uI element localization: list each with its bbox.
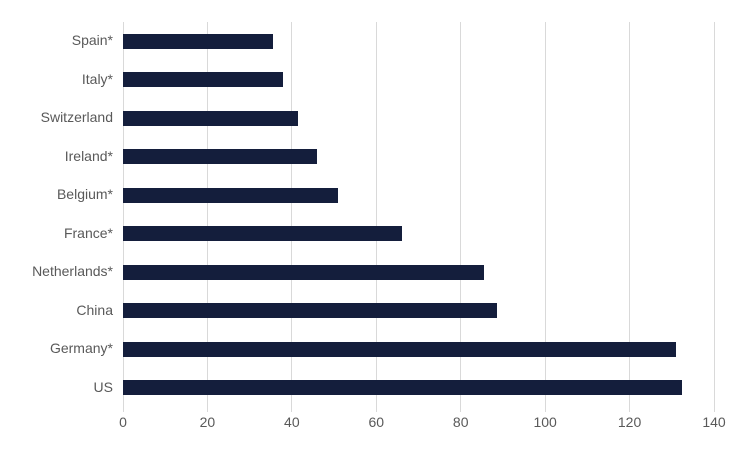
category-label: Netherlands* bbox=[32, 263, 113, 280]
bar-belgium bbox=[123, 187, 339, 203]
category-label: Italy* bbox=[81, 70, 113, 87]
x-tick-label: 40 bbox=[284, 414, 300, 430]
bar-netherlands bbox=[123, 264, 484, 280]
gridline bbox=[460, 22, 462, 412]
plot-area bbox=[122, 22, 715, 412]
gridline bbox=[291, 22, 293, 412]
x-tick-label: 120 bbox=[617, 414, 642, 430]
gridline bbox=[713, 22, 715, 412]
bar-france bbox=[123, 226, 402, 242]
category-label: Ireland* bbox=[64, 147, 113, 164]
category-label: Switzerland bbox=[40, 109, 113, 126]
gridline bbox=[544, 22, 546, 412]
bar-switzerland bbox=[123, 110, 299, 126]
x-tick-label: 100 bbox=[533, 414, 557, 430]
gridline bbox=[206, 22, 208, 412]
gridline bbox=[122, 22, 124, 412]
category-label: Belgium* bbox=[56, 186, 113, 203]
category-label: US bbox=[93, 378, 113, 395]
x-tick-label: 0 bbox=[119, 414, 127, 430]
bar-china bbox=[123, 303, 497, 319]
x-tick-label: 20 bbox=[199, 414, 216, 430]
x-tick-label: 60 bbox=[368, 414, 385, 430]
bar-spain bbox=[123, 33, 273, 49]
bar-us bbox=[123, 380, 683, 396]
bar-germany bbox=[123, 341, 676, 357]
x-tick-label: 140 bbox=[702, 414, 726, 430]
bar-ireland bbox=[123, 149, 318, 165]
gridline bbox=[629, 22, 631, 412]
bar-italy bbox=[123, 72, 284, 88]
category-label: China bbox=[76, 301, 113, 318]
category-label: Germany* bbox=[49, 340, 113, 357]
x-tick-label: 80 bbox=[452, 414, 469, 430]
gridline bbox=[375, 22, 377, 412]
category-label: France* bbox=[63, 224, 113, 241]
category-label: Spain* bbox=[71, 32, 113, 49]
